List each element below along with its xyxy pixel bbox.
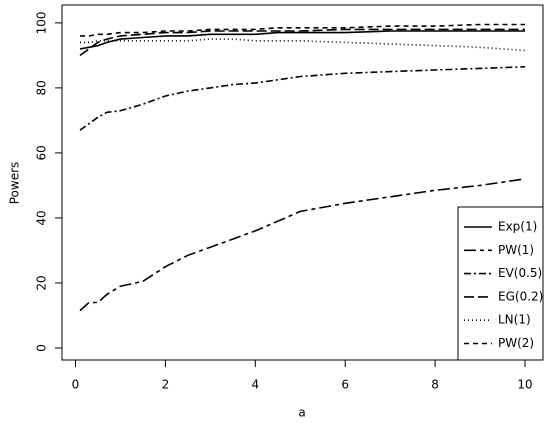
y-tick-label: 80 xyxy=(35,80,49,95)
legend-box xyxy=(457,206,544,361)
y-tick-label: 60 xyxy=(35,145,49,160)
legend-label: EV(0.5) xyxy=(498,266,542,280)
series-line xyxy=(79,28,525,57)
series-line xyxy=(80,38,526,52)
legend-label: Exp(1) xyxy=(498,220,537,234)
legend-label: LN(1) xyxy=(498,313,531,327)
y-tick-label: 100 xyxy=(35,11,49,34)
series-line xyxy=(79,66,526,131)
series-line xyxy=(79,30,525,50)
y-tick-label: 20 xyxy=(35,275,49,290)
x-tick-label: 2 xyxy=(162,378,170,392)
y-tick-label: 40 xyxy=(35,210,49,225)
x-axis-label: a xyxy=(298,406,305,420)
legend-label: PW(2) xyxy=(498,336,534,350)
series-line xyxy=(79,178,526,312)
x-tick-label: 8 xyxy=(431,378,439,392)
x-tick-label: 4 xyxy=(251,378,259,392)
legend-label: EG(0.2) xyxy=(498,289,543,303)
x-tick-label: 0 xyxy=(72,378,80,392)
legend-label: PW(1) xyxy=(498,243,534,257)
x-tick-label: 10 xyxy=(517,378,532,392)
plot-box xyxy=(61,4,544,361)
y-tick-label: 0 xyxy=(35,344,49,352)
x-tick-label: 6 xyxy=(341,378,349,392)
y-axis-label: Powers xyxy=(8,162,22,205)
series-line xyxy=(80,23,525,37)
